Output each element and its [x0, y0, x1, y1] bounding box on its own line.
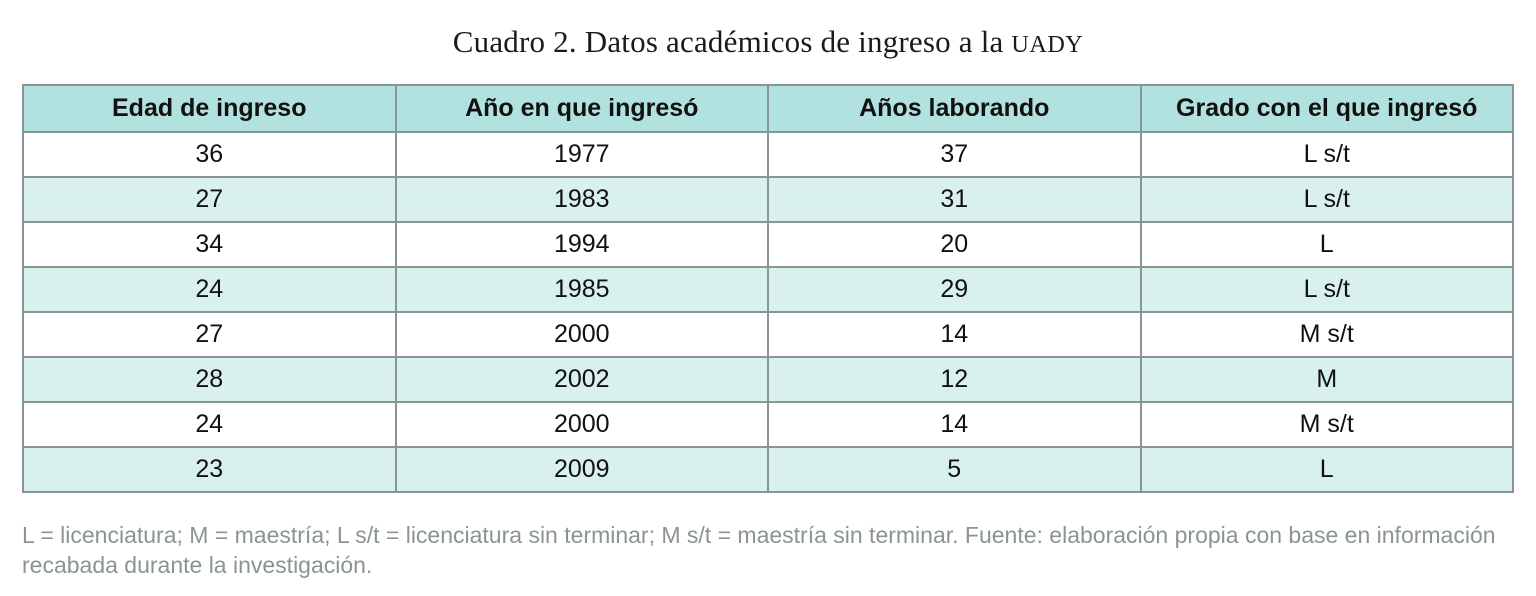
table-cell: 5	[767, 446, 1142, 493]
table-cell: M	[1139, 356, 1514, 403]
table-row: 24 1985 29 L s/t	[22, 266, 1514, 313]
table-footnote: L = licenciatura; M = maestría; L s/t = …	[22, 522, 1496, 579]
table-cell: 2002	[394, 356, 769, 403]
table-cell: 1977	[394, 131, 769, 178]
table-cell: 1985	[394, 266, 769, 313]
table-title: Cuadro 2. Datos académicos de ingreso a …	[0, 24, 1536, 60]
table-cell: 12	[767, 356, 1142, 403]
header-cell: Grado con el que ingresó	[1139, 84, 1514, 133]
table-cell: L	[1139, 446, 1514, 493]
table-row: 28 2002 12 M	[22, 356, 1514, 403]
table-cell: 37	[767, 131, 1142, 178]
table-row: 34 1994 20 L	[22, 221, 1514, 268]
header-cell: Año en que ingresó	[394, 84, 769, 133]
table-cell: M s/t	[1139, 311, 1514, 358]
table-cell: 20	[767, 221, 1142, 268]
table-cell: 2000	[394, 401, 769, 448]
table-cell: 1983	[394, 176, 769, 223]
header-cell: Edad de ingreso	[22, 84, 397, 133]
table-cell: M s/t	[1139, 401, 1514, 448]
table-row: 23 2009 5 L	[22, 446, 1514, 493]
table-cell: L s/t	[1139, 266, 1514, 313]
table-cell: L	[1139, 221, 1514, 268]
table-cell: 24	[22, 266, 397, 313]
table-cell: L s/t	[1139, 176, 1514, 223]
header-row: Edad de ingreso Año en que ingresó Años la…	[22, 84, 1514, 133]
table-body: 36 1977 37 L s/t 27 1983 31 L s/t 34 1994 20 L 24 198…	[22, 131, 1514, 493]
table-cell: 34	[22, 221, 397, 268]
table-cell: 28	[22, 356, 397, 403]
table-cell: 29	[767, 266, 1142, 313]
table-title-text: Cuadro 2. Datos académicos de ingreso a …	[452, 24, 1012, 59]
table-cell: 24	[22, 401, 397, 448]
table-row: 27 1983 31 L s/t	[22, 176, 1514, 223]
table-cell: L s/t	[1139, 131, 1514, 178]
table-cell: 23	[22, 446, 397, 493]
header-cell: Años laborando	[767, 84, 1142, 133]
table-cell: 31	[767, 176, 1142, 223]
table-title-acronym: UADY	[1011, 31, 1084, 58]
table-row: 27 2000 14 M s/t	[22, 311, 1514, 358]
table-head: Edad de ingreso Año en que ingresó Años la…	[22, 84, 1514, 133]
table-cell: 36	[22, 131, 397, 178]
table-cell: 27	[22, 176, 397, 223]
table-row: 24 2000 14 M s/t	[22, 401, 1514, 448]
table-cell: 2009	[394, 446, 769, 493]
table-cell: 14	[767, 311, 1142, 358]
table-cell: 1994	[394, 221, 769, 268]
table-cell: 2000	[394, 311, 769, 358]
table-cell: 14	[767, 401, 1142, 448]
data-table: Edad de ingreso Año en que ingresó Años la…	[22, 84, 1514, 493]
table-cell: 27	[22, 311, 397, 358]
table-row: 36 1977 37 L s/t	[22, 131, 1514, 178]
